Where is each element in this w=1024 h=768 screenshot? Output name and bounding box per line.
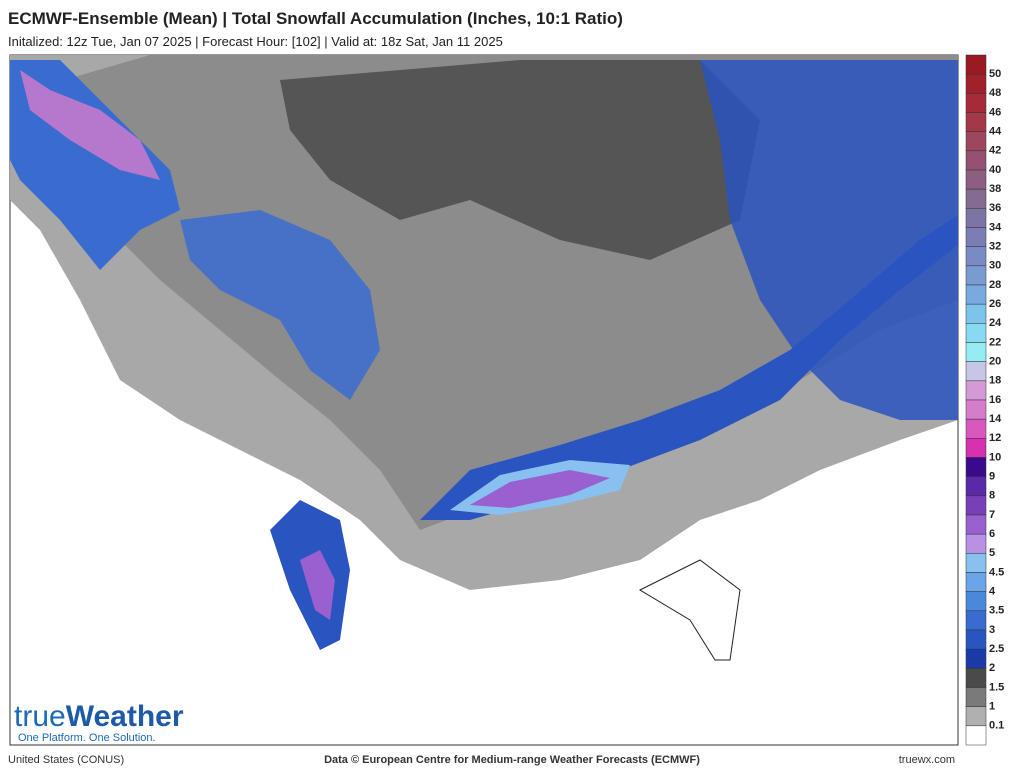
legend-label: 38: [989, 183, 1001, 195]
legend-swatch: [965, 73, 987, 94]
legend-swatch: [965, 284, 987, 305]
snow-mexico-high: [300, 550, 335, 620]
legend-label: 6: [989, 528, 995, 540]
legend-swatch: [965, 303, 987, 324]
legend-label: 7: [989, 509, 995, 521]
legend-swatch: [965, 687, 987, 707]
legend-label: 26: [989, 298, 1001, 310]
legend-label: 14: [989, 413, 1002, 425]
legend-label: 3: [989, 624, 995, 636]
legend-label: 36: [989, 202, 1001, 214]
legend-label: 0.1: [989, 720, 1004, 732]
legend-swatch: [965, 188, 987, 209]
map: [9, 54, 959, 746]
logo-true: true: [14, 700, 66, 733]
legend-swatch: [965, 648, 987, 669]
legend-swatch: [965, 265, 987, 286]
legend-swatch: [965, 418, 987, 439]
snow-rockies: [180, 210, 380, 400]
legend-swatch: [965, 227, 987, 247]
legend-swatch: [965, 476, 987, 497]
legend-swatch: [965, 93, 987, 113]
legend-label: 4.5: [989, 566, 1004, 578]
legend-label: 5: [989, 547, 995, 559]
legend-label: 1.5: [989, 681, 1004, 693]
legend-label: 16: [989, 394, 1001, 406]
legend-label: 12: [989, 432, 1001, 444]
legend-label: 30: [989, 260, 1001, 272]
legend-label: 8: [989, 490, 995, 502]
legend-swatch: [965, 380, 987, 401]
legend-label: 40: [989, 164, 1001, 176]
legend-swatch: [965, 495, 987, 516]
legend: 5048464442403836343230282624222018161412…: [965, 54, 1004, 746]
legend-swatch: [965, 361, 987, 382]
legend-label: 22: [989, 336, 1001, 348]
legend-label: 2.5: [989, 643, 1004, 655]
logo: trueWeather: [14, 700, 184, 733]
legend-label: 46: [989, 106, 1001, 118]
legend-swatch: [965, 131, 987, 152]
snow-2-ne: [700, 60, 958, 420]
legend-swatch: [965, 572, 987, 592]
logo-tagline: One Platform. One Solution.: [18, 732, 156, 744]
legend-swatch: [965, 553, 987, 573]
florida-outline: [638, 559, 741, 661]
legend-label: 3.5: [989, 605, 1004, 617]
legend-label: 48: [989, 87, 1001, 99]
legend-swatch: [965, 706, 987, 727]
legend-swatch: [965, 668, 987, 688]
title: ECMWF-Ensemble (Mean) | Total Snowfall A…: [8, 9, 623, 28]
snow-pnw-high: [20, 70, 160, 180]
legend-swatch: [965, 112, 987, 132]
subtitle: Initalized: 12z Tue, Jan 07 2025 | Forec…: [8, 34, 503, 49]
snow-band-6: [470, 470, 610, 508]
legend-label: 18: [989, 375, 1001, 387]
footer-site: truewx.com: [899, 754, 955, 766]
logo-weather: Weather: [66, 700, 184, 733]
legend-swatch: [965, 342, 987, 362]
legend-swatch: [965, 533, 987, 554]
legend-swatch: [965, 629, 987, 650]
legend-label: 42: [989, 145, 1001, 157]
legend-swatch: [965, 246, 987, 267]
snow-1-5: [280, 60, 760, 260]
legend-swatch: [965, 399, 987, 420]
legend-swatch: [965, 725, 987, 746]
legend-label: 28: [989, 279, 1001, 291]
legend-label: 32: [989, 241, 1001, 253]
legend-swatch: [965, 438, 987, 458]
snow-band: [420, 215, 958, 520]
legend-label: 2: [989, 662, 995, 674]
legend-label: 4: [989, 586, 996, 598]
legend-swatch: [965, 610, 987, 631]
legend-swatch: [965, 150, 987, 171]
legend-swatch: [965, 591, 987, 612]
legend-label: 1: [989, 701, 995, 713]
legend-swatch: [965, 169, 987, 190]
footer-credit: Data © European Centre for Medium-range …: [324, 754, 700, 766]
legend-label: 50: [989, 68, 1001, 80]
legend-label: 10: [989, 451, 1001, 463]
legend-swatch: [965, 323, 987, 343]
legend-swatch: [965, 54, 987, 75]
footer-region: United States (CONUS): [8, 754, 124, 766]
legend-label: 44: [989, 126, 1002, 138]
legend-label: 20: [989, 356, 1001, 368]
legend-label: 9: [989, 471, 995, 483]
legend-label: 34: [989, 221, 1002, 233]
legend-swatch: [965, 514, 987, 535]
legend-swatch: [965, 208, 987, 228]
legend-swatch: [965, 457, 987, 477]
legend-label: 24: [989, 317, 1002, 329]
